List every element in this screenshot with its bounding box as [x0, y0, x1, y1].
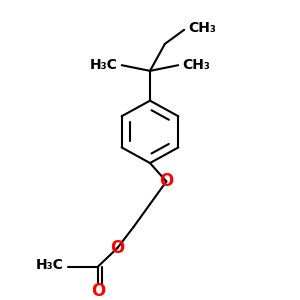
Text: O: O	[110, 239, 124, 257]
Text: CH₃: CH₃	[189, 21, 217, 35]
Text: CH₃: CH₃	[183, 58, 211, 72]
Text: H₃C: H₃C	[89, 58, 117, 72]
Text: O: O	[159, 172, 173, 190]
Text: H₃C: H₃C	[36, 258, 64, 272]
Text: O: O	[91, 282, 105, 300]
